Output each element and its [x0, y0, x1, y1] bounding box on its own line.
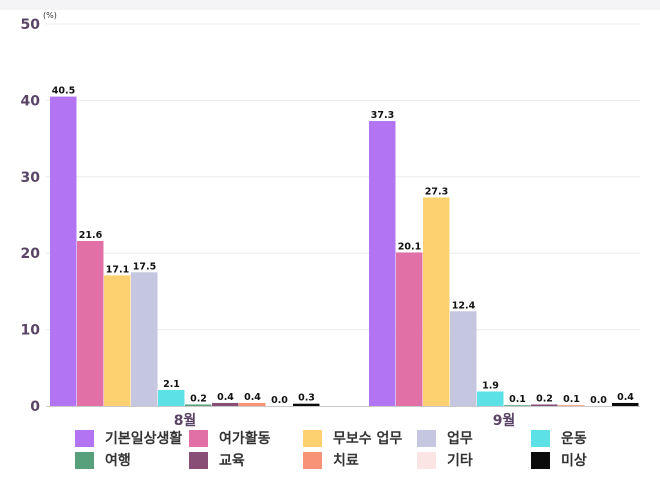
bar: [558, 405, 585, 406]
data-label: 0.0: [590, 395, 607, 406]
legend-swatch: [189, 451, 208, 469]
legend-swatch: [189, 429, 208, 447]
data-label: 20.1: [398, 241, 421, 252]
bar: [504, 405, 531, 406]
legend-item: 미상: [531, 450, 587, 470]
bar: [158, 389, 185, 406]
data-label: 17.1: [106, 264, 129, 275]
data-label: 0.4: [217, 392, 234, 403]
top-band: [0, 0, 660, 10]
legend-item: 업무: [417, 428, 473, 448]
bar: [477, 391, 504, 406]
bar: [50, 96, 77, 406]
legend-swatch: [531, 429, 550, 447]
bar: [131, 272, 158, 406]
y-tick-label: 30: [21, 170, 41, 186]
y-tick-label: 0: [30, 399, 40, 415]
bar: [212, 402, 239, 406]
data-label: 27.3: [425, 186, 448, 197]
data-label: 2.1: [163, 379, 180, 390]
bar: [450, 311, 477, 406]
legend-item: 기타: [417, 450, 473, 470]
legend-item: 교육: [189, 450, 245, 470]
data-label: 17.5: [133, 261, 156, 272]
legend-label: 여행: [105, 453, 131, 469]
bar: [185, 404, 212, 406]
y-tick-label: 50: [21, 17, 41, 33]
y-tick-label: 40: [21, 93, 41, 109]
x-category-label: 9월: [493, 412, 516, 429]
bar: [293, 403, 320, 406]
data-label: 40.5: [52, 86, 75, 97]
data-label: 37.3: [371, 110, 394, 121]
legend-item: 무보수 업무: [303, 428, 402, 448]
data-label: 12.4: [452, 300, 476, 311]
data-label: 1.9: [482, 380, 499, 391]
data-label: 0.1: [563, 394, 580, 405]
unit-label: (%): [43, 11, 57, 20]
legend-swatch: [303, 429, 322, 447]
legend-swatch: [417, 429, 436, 447]
legend-label: 교육: [219, 453, 245, 469]
legend-label: 기본일상생활: [105, 431, 183, 447]
data-label: 21.6: [79, 230, 103, 241]
legend-item: 운동: [531, 428, 587, 448]
legend-item: 여가활동: [189, 428, 271, 448]
data-label: 0.3: [298, 393, 315, 404]
y-tick-label: 10: [21, 323, 41, 339]
y-tick-label: 20: [21, 246, 41, 262]
bar: [239, 402, 266, 406]
data-label: 0.2: [536, 393, 553, 404]
legend-item: 여행: [75, 450, 131, 470]
legend-swatch: [75, 429, 94, 447]
x-category-label: 8월: [174, 412, 197, 429]
legend-swatch: [75, 451, 94, 469]
legend-swatch: [303, 451, 322, 469]
data-label: 0.0: [271, 395, 288, 406]
legend-label: 기타: [447, 453, 473, 469]
legend-label: 무보수 업무: [333, 431, 403, 447]
legend-item: 기본일상생활: [75, 428, 182, 448]
data-label: 0.2: [190, 393, 207, 404]
legend-swatch: [417, 451, 436, 469]
legend-label: 업무: [447, 431, 473, 447]
legend-swatch: [531, 451, 550, 469]
legend-label: 치료: [333, 453, 359, 469]
data-label: 0.1: [509, 394, 526, 405]
legend-item: 치료: [303, 450, 359, 470]
bar: [612, 402, 639, 406]
bar: [396, 252, 423, 406]
legend-label: 여가활동: [219, 431, 271, 447]
bar: [423, 197, 450, 406]
data-label: 0.4: [617, 392, 634, 403]
bar: [77, 240, 104, 406]
data-label: 0.4: [244, 392, 261, 403]
bar: [369, 121, 396, 406]
legend-label: 미상: [561, 453, 587, 469]
bar: [104, 275, 131, 406]
bar: [531, 404, 558, 406]
legend-label: 운동: [561, 431, 587, 447]
